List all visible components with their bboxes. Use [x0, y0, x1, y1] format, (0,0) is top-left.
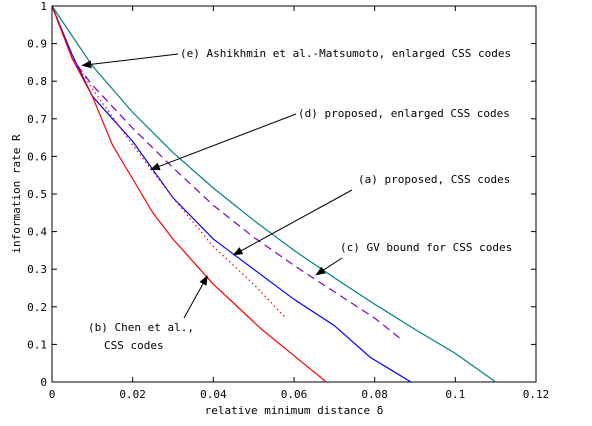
annotation-arrow-e: [81, 53, 179, 69]
series-line-d: [51, 5, 404, 342]
x-tick-label: 0.06: [281, 388, 308, 401]
series-line-c: [51, 5, 497, 383]
annotation-arrow-c: [315, 257, 343, 276]
annotation-a: (a) proposed, CSS codes: [358, 173, 510, 186]
y-tick-label: 0.2: [27, 301, 47, 314]
y-tick-label: 0.3: [27, 263, 47, 276]
x-tick-label: 0.1: [445, 388, 465, 401]
series-line-b: [51, 5, 327, 383]
annotation-d: (d) proposed, enlarged CSS codes: [298, 107, 510, 120]
x-axis-label: relative minimum distance δ: [205, 404, 384, 417]
annotation-arrow-d: [149, 113, 297, 171]
series-line-e: [79, 69, 287, 319]
y-tick-label: 1: [40, 0, 47, 13]
annotation-arrow-a: [232, 189, 353, 256]
x-tick-label: 0.12: [523, 388, 550, 401]
annotation-arrow-b1: [183, 275, 208, 319]
annotation-c: (c) GV bound for CSS codes: [340, 241, 512, 254]
annotation-b2: CSS codes: [104, 339, 164, 352]
annotation-b1: (b) Chen et al.,: [88, 321, 194, 334]
y-tick-label: 0: [40, 376, 47, 389]
y-tick-label: 0.6: [27, 150, 47, 163]
x-tick-label: 0.02: [119, 388, 146, 401]
x-tick-label: 0: [49, 388, 56, 401]
x-tick-label: 0.04: [200, 388, 227, 401]
y-tick-label: 0.1: [27, 338, 47, 351]
x-tick-label: 0.08: [361, 388, 388, 401]
y-axis-label: information rate R: [10, 134, 23, 254]
annotation-layer: (e) Ashikhmin et al.-Matsumoto, enlarged…: [81, 47, 512, 352]
annotation-e: (e) Ashikhmin et al.-Matsumoto, enlarged…: [180, 47, 511, 60]
y-tick-label: 0.8: [27, 75, 47, 88]
y-tick-label: 0.7: [27, 113, 47, 126]
tick-layer: 0 0.02 0.04 0.06 0.08 0.1 0.12 0 0.1 0.2 0.3 0.4 0.5…: [27, 0, 549, 401]
y-tick-label: 0.9: [27, 38, 47, 51]
series-layer: [51, 5, 497, 383]
y-tick-label: 0.5: [27, 188, 47, 201]
y-tick-label: 0.4: [27, 226, 47, 239]
